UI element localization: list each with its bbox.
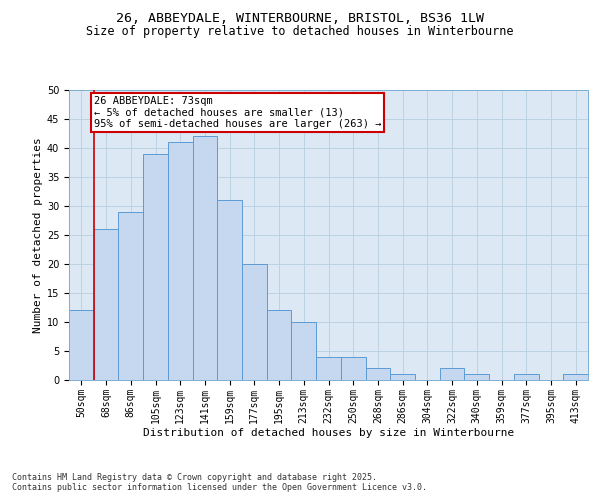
Bar [390, 374, 415, 380]
Bar [242, 264, 267, 380]
Bar [341, 357, 365, 380]
Bar [563, 374, 588, 380]
Text: Contains HM Land Registry data © Crown copyright and database right 2025.: Contains HM Land Registry data © Crown c… [12, 472, 377, 482]
X-axis label: Distribution of detached houses by size in Winterbourne: Distribution of detached houses by size … [143, 428, 514, 438]
Bar [514, 374, 539, 380]
Bar [118, 212, 143, 380]
Bar [143, 154, 168, 380]
Bar [94, 229, 118, 380]
Bar [440, 368, 464, 380]
Bar [193, 136, 217, 380]
Bar [365, 368, 390, 380]
Bar [292, 322, 316, 380]
Bar [267, 310, 292, 380]
Text: Contains public sector information licensed under the Open Government Licence v3: Contains public sector information licen… [12, 484, 427, 492]
Bar [464, 374, 489, 380]
Text: 26 ABBEYDALE: 73sqm
← 5% of detached houses are smaller (13)
95% of semi-detache: 26 ABBEYDALE: 73sqm ← 5% of detached hou… [94, 96, 381, 129]
Bar [217, 200, 242, 380]
Bar [168, 142, 193, 380]
Bar [316, 357, 341, 380]
Y-axis label: Number of detached properties: Number of detached properties [32, 137, 43, 333]
Text: Size of property relative to detached houses in Winterbourne: Size of property relative to detached ho… [86, 25, 514, 38]
Text: 26, ABBEYDALE, WINTERBOURNE, BRISTOL, BS36 1LW: 26, ABBEYDALE, WINTERBOURNE, BRISTOL, BS… [116, 12, 484, 26]
Bar [69, 310, 94, 380]
